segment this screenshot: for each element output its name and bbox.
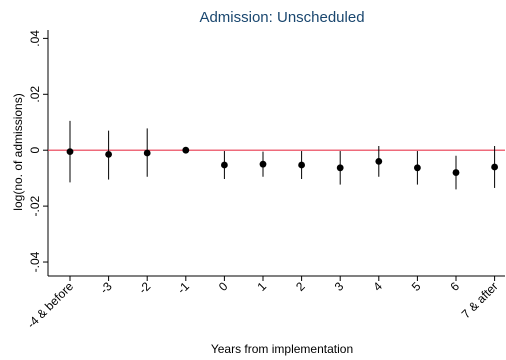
point-estimate [491, 163, 498, 171]
x-tick-label: -4 & before [24, 279, 76, 331]
x-tick-label: 0 [216, 279, 231, 294]
point-estimates [66, 146, 498, 176]
point-estimate [375, 157, 383, 165]
y-tick-label: -.02 [28, 195, 42, 216]
y-ticks: .04 .02 0 -.02 -.04 [28, 30, 48, 272]
confidence-intervals [69, 120, 496, 190]
x-tick-label: 1 [254, 279, 269, 294]
y-tick-label: .02 [28, 86, 42, 103]
point-estimate [66, 148, 74, 156]
point-estimate [182, 146, 190, 154]
x-tick-label: -3 [97, 279, 115, 297]
y-tick-label: .04 [28, 30, 42, 47]
x-tick-label: 3 [332, 279, 347, 294]
chart-title: Admission: Unscheduled [199, 9, 364, 26]
x-tick-label: 7 & after [459, 279, 501, 321]
y-tick-label: -.04 [28, 251, 42, 272]
x-tick-label: -2 [136, 279, 154, 297]
point-estimate [221, 161, 228, 169]
x-ticks: -4 & before -3 -2 -1 0 1 2 3 4 5 67 & after [24, 276, 501, 331]
y-axis-label: log(no. of admissions) [11, 93, 25, 210]
x-tick-label: 5 [409, 279, 424, 294]
point-estimate [105, 150, 112, 158]
x-tick-label: -1 [174, 279, 192, 297]
point-estimate [143, 149, 151, 157]
point-estimate [336, 164, 344, 172]
point-estimate [259, 160, 267, 168]
x-tick-label: 6 [447, 279, 462, 294]
x-tick-label: 2 [293, 279, 308, 294]
x-axis-label: Years from implementation [211, 342, 353, 356]
point-estimate [298, 161, 305, 169]
x-tick-label: 4 [370, 279, 385, 294]
point-estimate [414, 164, 421, 172]
y-tick-label: 0 [28, 147, 42, 154]
point-estimate [452, 169, 460, 176]
